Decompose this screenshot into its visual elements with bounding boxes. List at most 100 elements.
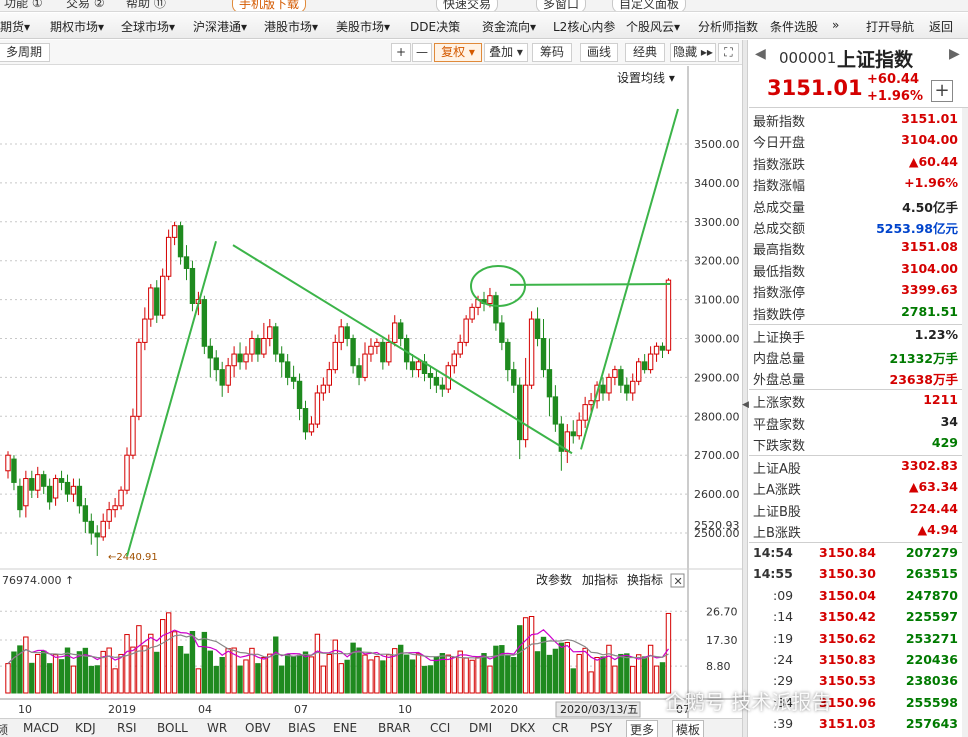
- candle-down: [255, 338, 261, 355]
- volume-bar: [380, 660, 386, 694]
- tab-period[interactable]: 频: [0, 723, 9, 737]
- volume-tool-1[interactable]: 加指标: [582, 572, 618, 587]
- mobile-download-button[interactable]: 手机版下载: [232, 0, 307, 11]
- tab-dkx[interactable]: DKX: [510, 721, 536, 735]
- draw-line-button[interactable]: 画线: [580, 43, 618, 62]
- candle-up: [338, 326, 344, 343]
- menu-function[interactable]: 功能 ①: [4, 0, 43, 10]
- candles: [5, 221, 672, 556]
- tab-more[interactable]: 更多: [626, 720, 659, 737]
- menu-bar: 功能 ① 交易 ② 帮助 ⑪ 手机版下载 快速交易 多窗口 自定义面板: [0, 0, 968, 12]
- tab-obv[interactable]: OBV: [245, 721, 271, 735]
- candle-up: [35, 474, 41, 491]
- indicator-tabs: 频 MACD KDJ RSI BOLL WR OBV BIAS ENE BRAR…: [0, 718, 742, 737]
- adjust-rights-dropdown[interactable]: 复权 ▾: [434, 43, 482, 62]
- nav-stock-screener[interactable]: 条件选股: [770, 20, 819, 34]
- nav-analyst-index[interactable]: 分析师指数: [698, 20, 759, 34]
- tab-cci[interactable]: CCI: [430, 721, 451, 735]
- tab-macd[interactable]: MACD: [23, 721, 59, 735]
- volume-bar: [46, 663, 53, 694]
- tab-bias[interactable]: BIAS: [288, 721, 316, 735]
- tab-cr[interactable]: CR: [552, 721, 569, 735]
- fullscreen-icon[interactable]: ⛶: [718, 43, 739, 62]
- candle-down: [546, 369, 553, 398]
- classic-button[interactable]: 经典: [625, 43, 665, 62]
- tab-wr[interactable]: WR: [207, 721, 228, 735]
- nav-stock-news[interactable]: 个股风云▾: [626, 20, 681, 34]
- volume-bar: [439, 653, 446, 694]
- menu-trade[interactable]: 交易 ②: [66, 0, 105, 10]
- nav-back[interactable]: 返回: [929, 20, 954, 34]
- tab-ene[interactable]: ENE: [333, 721, 358, 735]
- tab-rsi[interactable]: RSI: [117, 721, 137, 735]
- nav-more[interactable]: »: [832, 18, 840, 32]
- volume-bar: [368, 659, 374, 694]
- nav-dde[interactable]: DDE决策: [410, 20, 461, 34]
- nav-l2[interactable]: L2核心内参: [553, 20, 616, 34]
- volume-bar: [653, 665, 660, 694]
- nav-us-market[interactable]: 美股市场▾: [336, 20, 391, 34]
- tick-row: 14:55 3150.30 263515: [749, 565, 962, 584]
- candle-up: [171, 225, 178, 238]
- volume-bar: [52, 654, 59, 694]
- volume-bar: [350, 642, 356, 694]
- volume-bar: [326, 653, 333, 694]
- hide-button[interactable]: 隐藏 ▸▸: [670, 43, 716, 62]
- zoom-out-button[interactable]: —: [412, 43, 432, 62]
- multi-period-button[interactable]: 多周期: [0, 43, 50, 62]
- candle-up: [231, 353, 237, 367]
- prev-stock-icon[interactable]: ◀: [755, 46, 766, 62]
- nav-global[interactable]: 全球市场▾: [121, 20, 176, 34]
- candle-up: [647, 353, 654, 371]
- tick-price: 3150.42: [819, 609, 876, 625]
- tab-boll[interactable]: BOLL: [157, 721, 188, 735]
- tab-psy[interactable]: PSY: [590, 721, 613, 735]
- candle-down: [207, 345, 214, 359]
- multi-window-button[interactable]: 多窗口: [536, 0, 587, 11]
- set-moving-average-button[interactable]: 设置均线 ▾: [617, 71, 675, 85]
- candle-down: [499, 322, 505, 343]
- stat-label: 指数涨停: [753, 286, 806, 302]
- stat-row: 指数涨幅 +1.96%: [749, 173, 962, 194]
- nav-hk-market[interactable]: 港股市场▾: [264, 20, 319, 34]
- divider-line: [749, 389, 962, 391]
- volume-bar: [511, 657, 517, 694]
- nav-hk-connect[interactable]: 沪深港通▾: [193, 20, 248, 34]
- volume-tool-0[interactable]: 改参数: [536, 572, 572, 587]
- menu-help[interactable]: 帮助 ⑪: [126, 0, 166, 10]
- candle-down: [344, 326, 350, 339]
- candle-up: [165, 236, 172, 277]
- custom-panel-button[interactable]: 自定义面板: [612, 0, 687, 11]
- chart-toolbar: 多周期 + — 复权 ▾ 叠加 ▾ 筹码 画线 经典 隐藏 ▸▸ ⛶: [0, 40, 742, 65]
- price-axis-label: 2700.00: [694, 449, 740, 462]
- tab-dmi[interactable]: DMI: [469, 721, 493, 735]
- nav-futures[interactable]: 期货▾: [0, 20, 31, 34]
- tab-kdj[interactable]: KDJ: [75, 721, 96, 735]
- volume-bar: [415, 653, 422, 694]
- panel-divider[interactable]: [742, 40, 748, 737]
- volume-bar: [481, 653, 487, 694]
- quick-trade-button[interactable]: 快速交易: [436, 0, 499, 11]
- nav-fund-flow[interactable]: 资金流向▾: [482, 20, 537, 34]
- stat-value: 21332万手: [889, 350, 959, 366]
- volume-bar: [267, 653, 273, 694]
- collapse-arrow-icon[interactable]: ◀: [742, 400, 749, 410]
- nav-open-navigation[interactable]: 打开导航: [866, 20, 915, 34]
- tab-template[interactable]: 模板: [672, 720, 705, 737]
- tick-time: :24: [773, 652, 794, 667]
- chips-button[interactable]: 筹码: [532, 43, 572, 62]
- nav-options[interactable]: 期权市场▾: [50, 20, 105, 34]
- volume-tool-2[interactable]: 换指标: [627, 572, 663, 587]
- next-stock-icon[interactable]: ▶: [949, 46, 960, 62]
- kline-chart[interactable]: 3500.00 3400.00 3300.00 3200.00 3100.00 3000.…: [0, 66, 742, 718]
- tab-brar[interactable]: BRAR: [378, 721, 411, 735]
- candle-down: [279, 353, 285, 363]
- zoom-in-button[interactable]: +: [391, 43, 411, 62]
- panel-scrollbar[interactable]: [962, 108, 968, 737]
- add-watchlist-icon[interactable]: +: [931, 80, 953, 102]
- candle-down: [82, 505, 89, 522]
- volume-bar: [570, 668, 576, 694]
- candle-up: [100, 520, 106, 538]
- candle-down: [534, 318, 541, 340]
- overlay-dropdown[interactable]: 叠加 ▾: [484, 43, 528, 62]
